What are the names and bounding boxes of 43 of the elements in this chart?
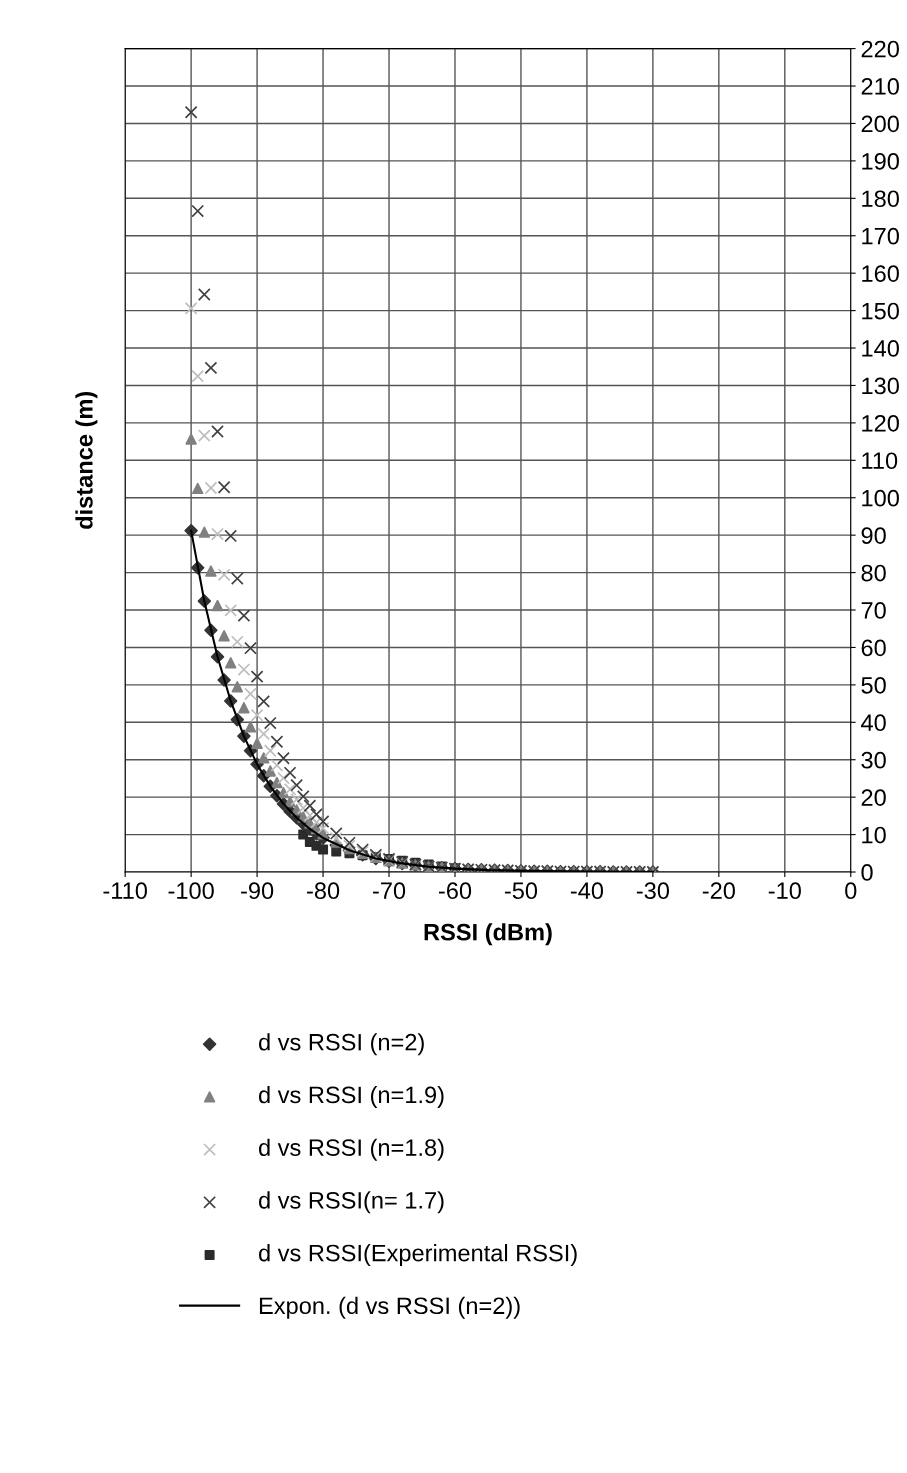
- x-tick-label: -20: [702, 882, 735, 900]
- x-tick-label: -70: [373, 882, 406, 900]
- y-tick-label: 150: [862, 302, 899, 320]
- y-tick-label: 180: [862, 190, 899, 208]
- legend-label: d vs RSSI(n= 1.7): [259, 1191, 444, 1214]
- x-axis-title: RSSI (dBm): [424, 923, 552, 946]
- x-tick-label: -30: [636, 882, 670, 900]
- y-tick-label: 160: [862, 265, 899, 282]
- x-tick-label: 0: [845, 882, 857, 900]
- x-tick-label: -90: [241, 882, 274, 900]
- y-tick-label: 60: [861, 639, 886, 657]
- y-tick-label: 120: [862, 414, 899, 432]
- y-tick-label: 100: [862, 489, 899, 507]
- x-tick-label: -100: [168, 882, 214, 900]
- legend-label: d vs RSSI (n=1.8): [259, 1138, 444, 1161]
- y-tick-label: 50: [861, 676, 886, 694]
- y-tick-label: 140: [862, 340, 899, 357]
- y-tick-label: 190: [862, 152, 899, 170]
- legend-label: d vs RSSI (n=1.9): [259, 1085, 444, 1108]
- y-tick-label: 90: [861, 527, 886, 544]
- x-tick-label: -10: [768, 882, 801, 900]
- x-tick-label: -80: [307, 882, 340, 900]
- x-tick-label: -60: [438, 882, 472, 900]
- y-tick-label: 70: [861, 602, 886, 619]
- legend-label: d vs RSSI (n=2): [259, 1033, 424, 1056]
- y-tick-label: 130: [862, 377, 899, 395]
- x-tick-label: -40: [570, 882, 604, 900]
- y-axis-title: distance (m): [75, 391, 98, 529]
- legend-label: Expon. (d vs RSSI (n=2)): [259, 1296, 520, 1319]
- x-tick-label: -50: [504, 882, 538, 900]
- legend-label: d vs RSSI(Experimental RSSI): [259, 1244, 577, 1267]
- y-tick-label: 40: [861, 714, 886, 732]
- y-tick-label: 200: [861, 115, 899, 133]
- y-tick-label: 10: [862, 826, 886, 844]
- y-tick-label: 20: [861, 789, 886, 806]
- y-tick-label: 170: [862, 227, 899, 245]
- y-tick-label: 80: [861, 564, 886, 582]
- y-tick-label: 110: [862, 452, 898, 470]
- y-tick-label: 220: [861, 40, 899, 58]
- y-tick-label: 30: [861, 751, 886, 769]
- y-tick-label: 210: [861, 78, 899, 95]
- y-tick-label: 0: [861, 864, 873, 881]
- x-tick-label: -110: [103, 882, 147, 900]
